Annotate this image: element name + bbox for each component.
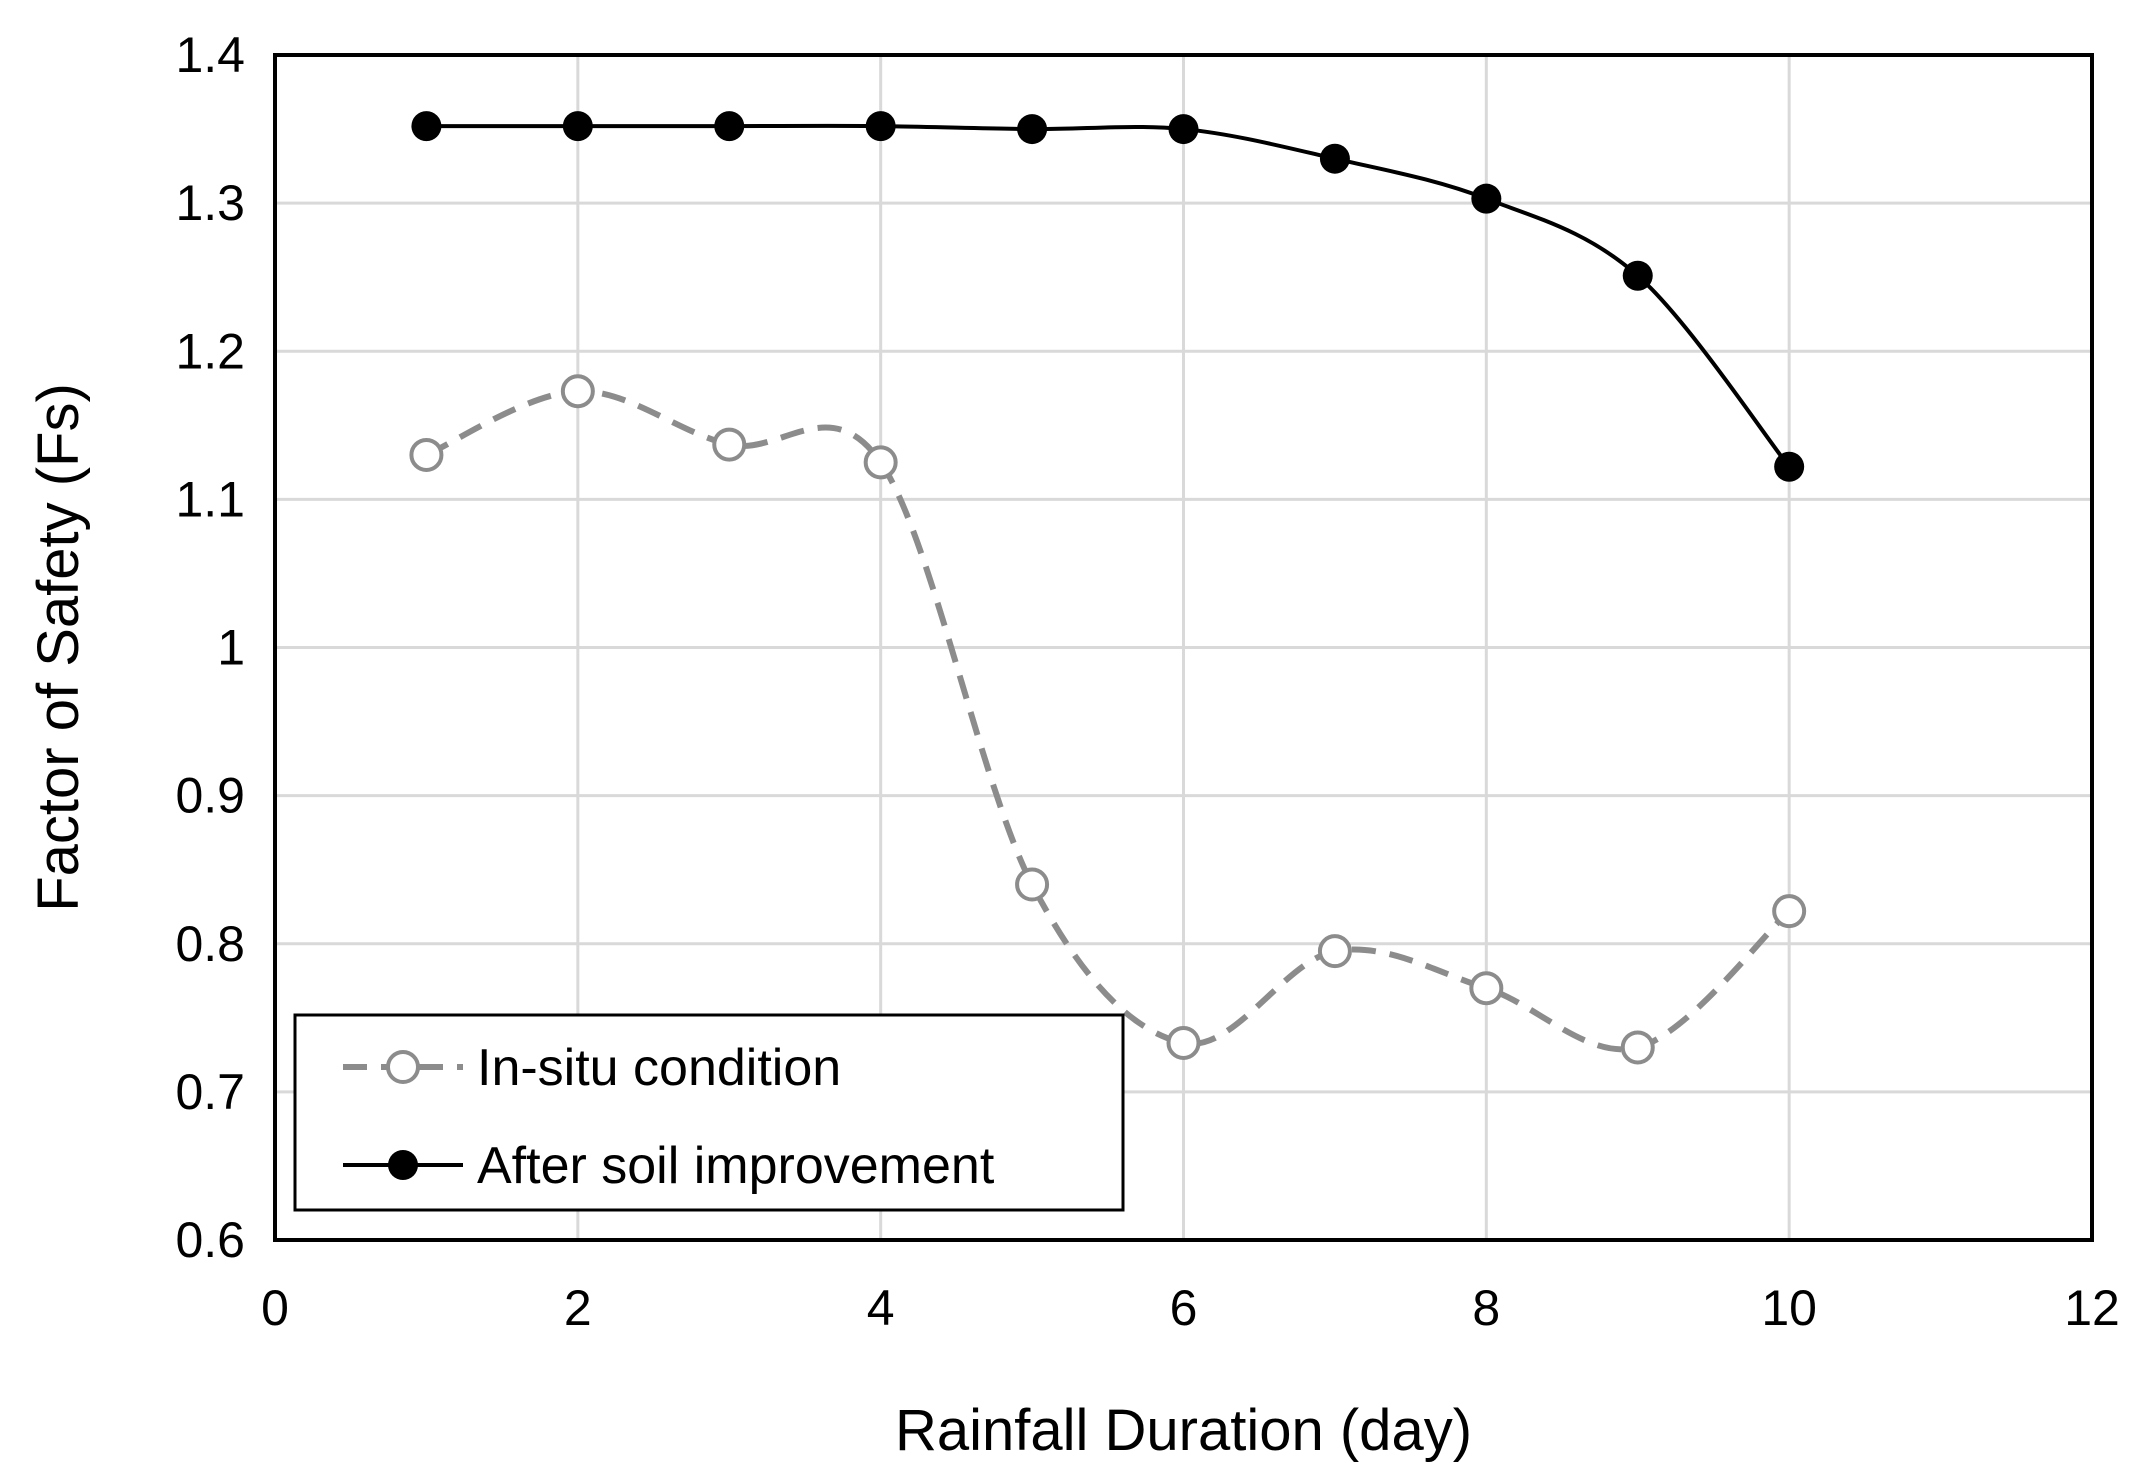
- data-point: [409, 437, 444, 472]
- x-tick-label: 6: [1170, 1280, 1198, 1336]
- data-point: [411, 111, 442, 142]
- y-tick-label: 0.7: [175, 1064, 245, 1120]
- data-point: [1772, 894, 1807, 929]
- data-point: [1015, 867, 1050, 902]
- legend-label: After soil improvement: [477, 1137, 995, 1195]
- data-point: [1319, 143, 1350, 174]
- grid: [273, 53, 2094, 1242]
- legend: In-situ condition After soil improvement: [293, 1013, 1125, 1212]
- legend-marker: [388, 1150, 418, 1180]
- series-2: [411, 111, 1805, 482]
- data-point: [1317, 934, 1352, 969]
- data-point: [1774, 451, 1805, 482]
- y-tick-label: 0.9: [175, 768, 245, 824]
- data-point: [712, 427, 747, 462]
- y-tick-label: 0.8: [175, 916, 245, 972]
- series-layer: [409, 111, 1807, 1065]
- y-tick-label: 0.6: [175, 1212, 245, 1268]
- data-point: [865, 111, 896, 142]
- x-tick-label: 8: [1472, 1280, 1500, 1336]
- data-point: [1469, 971, 1504, 1006]
- series-1: [409, 374, 1807, 1065]
- legend-marker: [386, 1050, 420, 1084]
- x-tick-label: 10: [1761, 1280, 1817, 1336]
- y-axis-title: Factor of Safety (Fs): [26, 383, 91, 912]
- x-tick-label: 0: [261, 1280, 289, 1336]
- tick-labels: 0 2 4 6 8 10 12 0.6 0.7 0.8 0.9 1 1.1 1.2 1.3 1.4: [175, 27, 2119, 1336]
- data-point: [1017, 114, 1048, 145]
- data-point: [863, 445, 898, 480]
- data-point: [714, 111, 745, 142]
- data-point: [1620, 1030, 1655, 1065]
- data-point: [1166, 1025, 1201, 1060]
- data-point: [562, 111, 593, 142]
- x-tick-label: 12: [2064, 1280, 2120, 1336]
- x-tick-label: 4: [867, 1280, 895, 1336]
- data-point: [1622, 260, 1653, 291]
- series-line: [426, 123, 1791, 469]
- data-point: [1168, 114, 1199, 145]
- y-tick-label: 1.1: [175, 471, 245, 527]
- data-point: [1471, 183, 1502, 214]
- legend-label: In-situ condition: [477, 1039, 841, 1097]
- legend-item-1: In-situ condition: [343, 1039, 841, 1097]
- y-tick-label: 1.4: [175, 27, 245, 83]
- data-point: [560, 374, 595, 409]
- plot-frame: [273, 53, 2094, 1242]
- y-tick-label: 1.3: [175, 175, 245, 231]
- legend-box: [293, 1013, 1125, 1212]
- x-tick-label: 2: [564, 1280, 592, 1336]
- series-line: [425, 388, 1792, 1053]
- y-tick-label: 1.2: [175, 323, 245, 379]
- x-axis-title: Rainfall Duration (day): [895, 1398, 1472, 1463]
- legend-item-2: After soil improvement: [343, 1137, 995, 1195]
- y-tick-label: 1: [217, 620, 245, 676]
